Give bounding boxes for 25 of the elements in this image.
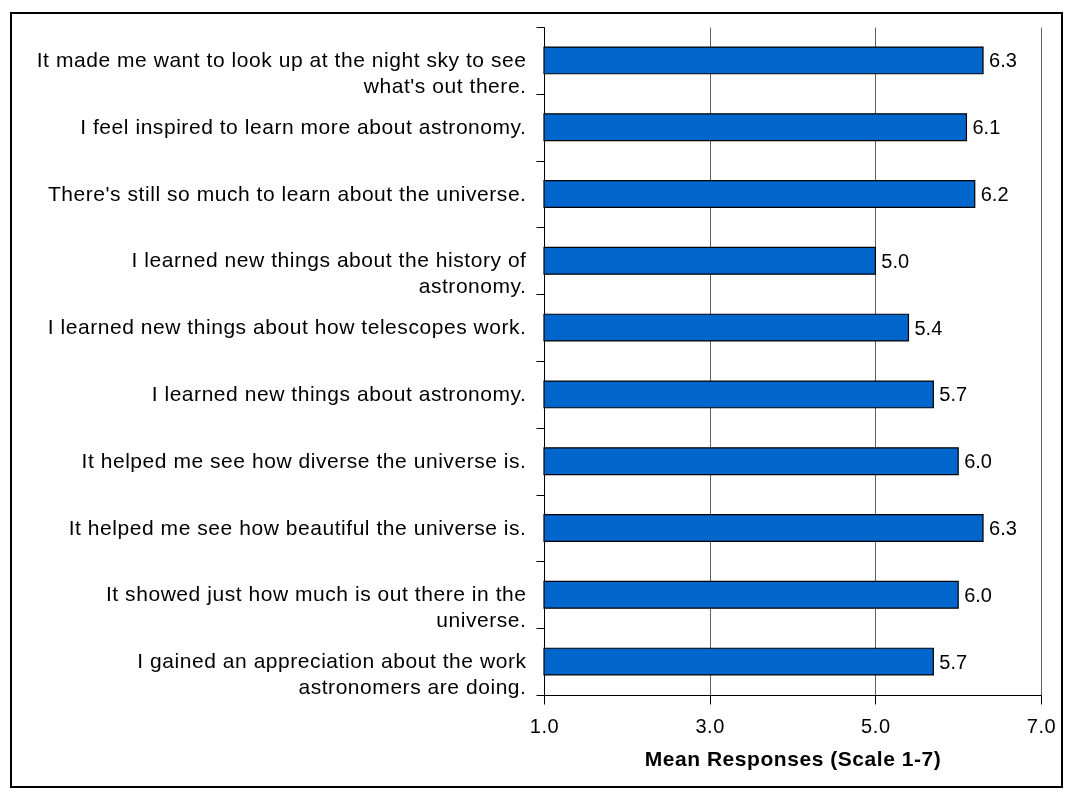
- data-label: 5.7: [939, 383, 968, 406]
- y-tick-label: I learned new things about how telescopes work.: [47, 315, 527, 339]
- data-label: 6.1: [972, 116, 1001, 139]
- data-label: 6.3: [989, 49, 1017, 72]
- data-label: 6.2: [980, 183, 1009, 205]
- data-label: 5.0: [881, 249, 910, 272]
- data-label: 6.0: [964, 583, 992, 606]
- y-tick-label: I learned new things about the history of astronomy.: [131, 248, 527, 298]
- y-tick-label: It helped me see how diverse the universe is.: [81, 448, 527, 472]
- x-tick-label: 1.0: [529, 714, 560, 737]
- x-tick-label: 5.0: [861, 714, 891, 737]
- y-tick-label: It showed just how much is out there in the universe.: [105, 582, 527, 632]
- y-tick-label: I feel inspired to learn more about astronomy.: [80, 114, 527, 138]
- y-tick-label: It made me want to look up at the night sky to see what's out there.: [36, 47, 527, 97]
- x-tick-label: 7.0: [1026, 714, 1057, 737]
- data-label: 5.4: [914, 316, 943, 339]
- y-tick-label: I gained an appreciation about the work astronomers are doing.: [137, 649, 527, 699]
- data-label: 5.7: [939, 650, 968, 673]
- data-label: 6.3: [989, 517, 1017, 539]
- x-axis-title: Mean Responses (Scale 1-7): [644, 746, 942, 770]
- y-tick-label: It helped me see how beautiful the universe is.: [68, 515, 527, 539]
- y-tick-label: I learned new things about astronomy.: [151, 381, 527, 405]
- data-label: 6.0: [964, 450, 992, 473]
- y-tick-label: There's still so much to learn about the universe.: [47, 181, 527, 205]
- x-tick-label: 3.0: [695, 714, 725, 737]
